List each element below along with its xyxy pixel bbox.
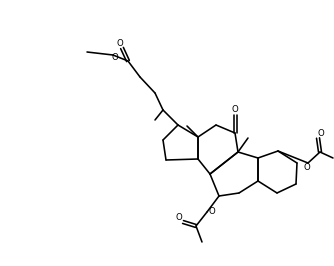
Text: O: O	[304, 164, 310, 172]
Text: O: O	[318, 130, 324, 139]
Text: O: O	[231, 106, 238, 114]
Text: O: O	[112, 53, 118, 63]
Text: O: O	[176, 214, 182, 222]
Text: O: O	[209, 206, 215, 215]
Text: O: O	[117, 39, 123, 48]
